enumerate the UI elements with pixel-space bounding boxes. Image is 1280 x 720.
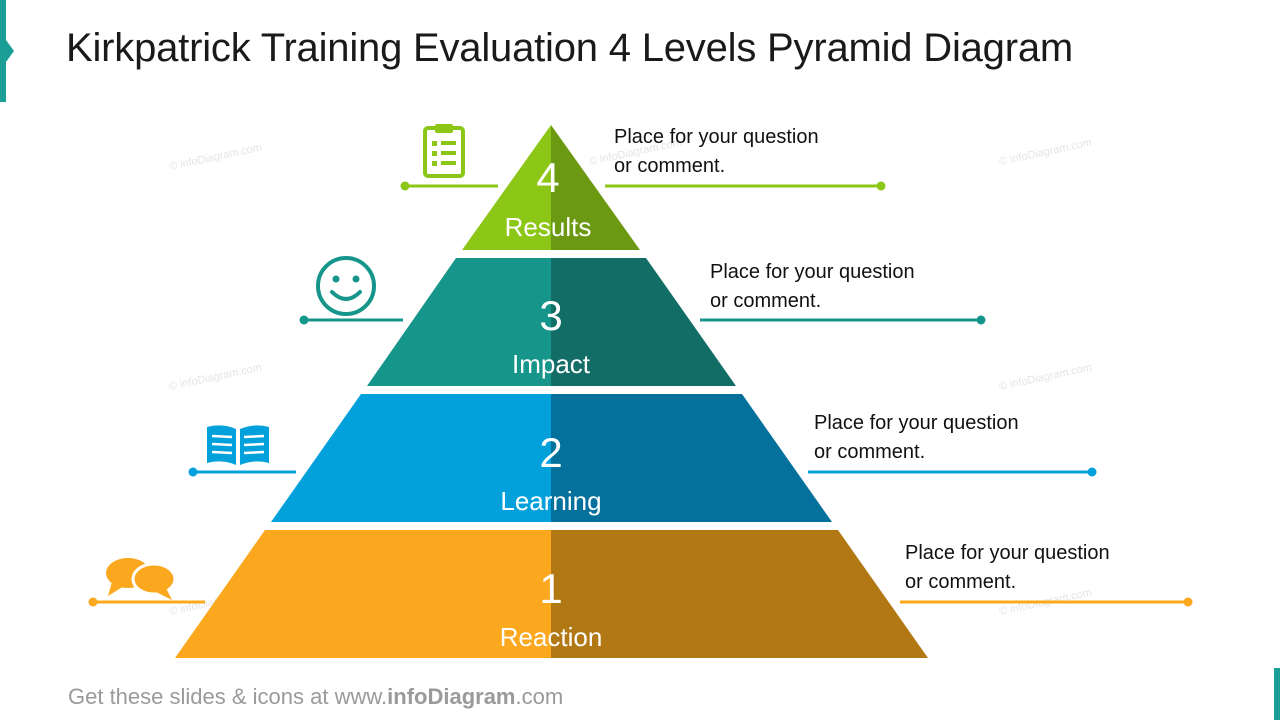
watermark-4: © infoDiagram.com xyxy=(168,362,263,393)
level-2-comment: Place for your question or comment. xyxy=(814,412,1019,463)
clipboard-icon xyxy=(423,124,465,178)
footer-prefix: Get these slides & icons at www. xyxy=(68,684,388,709)
watermark-5: © infoDiagram.com xyxy=(998,362,1093,393)
level-2-left-dot xyxy=(188,467,198,477)
slide-title: Kirkpatrick Training Evaluation 4 Levels… xyxy=(66,26,1074,70)
footer-suffix: .com xyxy=(515,684,564,709)
level-2-number: 2 xyxy=(539,429,562,476)
level-1-right-half xyxy=(551,530,928,658)
level-4-left-half xyxy=(462,125,551,250)
watermark-3: © infoDiagram.com xyxy=(998,137,1093,168)
left-accent-bar xyxy=(0,0,6,102)
pyramid-level-3[interactable]: 3 Impact xyxy=(367,258,736,386)
speech-bubbles-icon xyxy=(106,558,177,600)
level-2-left-half xyxy=(271,394,551,522)
level-1-connectors xyxy=(88,597,1193,607)
level-2-right-half xyxy=(551,394,832,522)
pyramid-level-2[interactable]: 2 Learning xyxy=(271,394,832,522)
level-3-label: Impact xyxy=(512,349,591,379)
pyramid-level-4[interactable]: 4 Results xyxy=(462,125,640,250)
level-1-left-dot xyxy=(88,597,98,607)
smiley-icon xyxy=(316,256,376,316)
level-1-label: Reaction xyxy=(500,622,603,652)
level-4-number: 4 xyxy=(536,154,559,201)
level-2-label: Learning xyxy=(500,486,601,516)
right-accent-bar xyxy=(1274,668,1280,720)
level-2-right-dot xyxy=(1087,467,1097,477)
level-3-comment: Place for your question or comment. xyxy=(710,261,915,312)
level-3-number: 3 xyxy=(539,292,562,339)
left-accent-arrow xyxy=(6,40,14,62)
level-3-connectors xyxy=(299,315,986,325)
level-4-comment: Place for your question or comment. xyxy=(614,126,819,177)
connector-lines xyxy=(88,181,1193,607)
footer-brand: infoDiagram xyxy=(387,684,516,709)
level-1-number: 1 xyxy=(539,565,562,612)
level-1-left-half xyxy=(175,530,551,658)
level-4-right-dot xyxy=(876,181,886,191)
watermark-1: © infoDiagram.com xyxy=(168,142,263,173)
pyramid-level-1[interactable]: 1 Reaction xyxy=(175,530,928,658)
level-4-left-dot xyxy=(400,181,410,191)
level-4-connectors xyxy=(400,181,886,191)
level-1-right-dot xyxy=(1183,597,1193,607)
level-4-right-half xyxy=(551,125,640,250)
level-3-left-half xyxy=(367,258,551,386)
level-1-comment: Place for your question or comment. xyxy=(905,542,1110,593)
footer-credit[interactable]: Get these slides & icons at www.infoDiag… xyxy=(68,684,563,710)
level-4-label: Results xyxy=(505,212,592,242)
level-3-right-half xyxy=(551,258,736,386)
open-book-icon xyxy=(207,425,269,465)
level-3-left-dot xyxy=(299,315,309,325)
level-3-right-dot xyxy=(976,315,986,325)
level-2-connectors xyxy=(188,467,1097,477)
